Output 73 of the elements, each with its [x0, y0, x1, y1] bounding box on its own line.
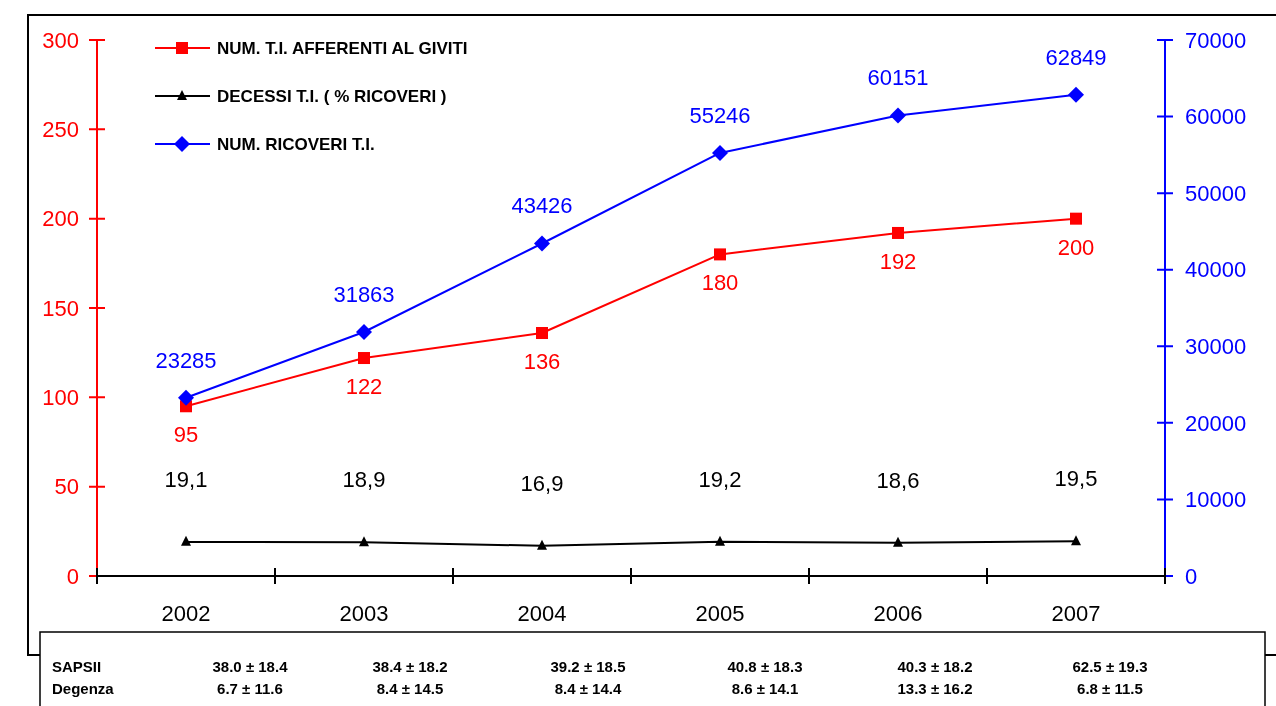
text: 8.4 ± 14.4 — [554, 680, 622, 697]
y2-tick-label: 0 — [1185, 563, 1198, 589]
text: 62.5 ± 19.3 — [1072, 658, 1148, 675]
data-label: 31863 — [333, 282, 395, 308]
text: 40.3 ± 18.2 — [897, 658, 973, 675]
data-label: 200 — [1057, 234, 1095, 260]
text: 38.4 ± 18.2 — [372, 658, 448, 675]
text: 38.0 ± 18.4 — [212, 658, 289, 675]
y-tick-label: 150 — [42, 295, 79, 321]
y-tick-label: 250 — [42, 117, 79, 143]
data-label: 62849 — [1045, 44, 1107, 70]
point — [356, 324, 372, 341]
point — [712, 144, 728, 161]
point — [892, 226, 904, 239]
y2-tick-label: 10000 — [1185, 487, 1247, 513]
data-label: 55246 — [689, 102, 751, 128]
point — [1071, 535, 1081, 546]
x-tick-label: 2007 — [1051, 601, 1101, 626]
data-label: 43426 — [511, 193, 573, 219]
text: Degenza — [52, 680, 115, 697]
text: 8.4 ± 14.5 — [376, 680, 444, 697]
y2-tick-label: 20000 — [1185, 410, 1247, 436]
point — [178, 389, 194, 406]
legend-label: NUM. RICOVERI T.I. — [217, 134, 375, 154]
data-label: 19,2 — [698, 466, 742, 492]
text: 39.2 ± 18.5 — [550, 658, 626, 675]
y-tick-label: 50 — [54, 474, 79, 500]
data-label: 60151 — [867, 65, 929, 91]
text: 13.3 ± 16.2 — [897, 680, 973, 697]
text: 40.8 ± 18.3 — [727, 658, 803, 675]
y-tick-label: 300 — [42, 27, 79, 53]
text: 6.8 ± 11.5 — [1077, 680, 1143, 697]
point — [890, 107, 906, 124]
data-label: 18,6 — [876, 467, 920, 493]
text: 8.6 ± 14.1 — [731, 680, 799, 697]
point — [537, 539, 547, 550]
point — [715, 535, 725, 546]
text: SAPSII — [52, 658, 102, 675]
data-label: 136 — [523, 349, 561, 375]
data-label: 180 — [701, 270, 739, 296]
point — [359, 536, 369, 547]
y2-tick-label: 70000 — [1185, 27, 1247, 53]
y-tick-label: 0 — [66, 563, 79, 589]
x-tick-label: 2005 — [695, 601, 745, 626]
x-tick-label: 2006 — [873, 601, 923, 626]
point — [181, 535, 191, 546]
point — [893, 536, 903, 547]
data-label: 16,9 — [520, 470, 564, 496]
legend-label: NUM. T.I. AFFERENTI AL GIVITI — [217, 38, 468, 58]
data-label: 19,1 — [164, 466, 208, 492]
point — [536, 327, 548, 340]
x-tick-label: 2002 — [161, 601, 211, 626]
point — [534, 235, 550, 252]
text: 6.7 ± 11.6 — [217, 680, 283, 697]
y-tick-label: 200 — [42, 206, 79, 232]
data-label: 23285 — [155, 347, 217, 373]
point — [358, 352, 370, 365]
point — [1070, 212, 1082, 225]
y2-tick-label: 30000 — [1185, 333, 1247, 359]
point — [1068, 86, 1084, 103]
data-label: 122 — [345, 374, 383, 400]
x-tick-label: 2003 — [339, 601, 389, 626]
y2-tick-label: 60000 — [1185, 104, 1247, 130]
data-label: 18,9 — [342, 467, 386, 493]
y-tick-label: 100 — [42, 385, 79, 411]
legend-label: DECESSI T.I. ( % RICOVERI ) — [217, 86, 447, 106]
y2-tick-label: 40000 — [1185, 257, 1247, 283]
data-label: 95 — [173, 422, 199, 448]
data-label: 192 — [879, 248, 917, 274]
point — [714, 248, 726, 261]
data-label: 19,5 — [1054, 466, 1098, 492]
y2-tick-label: 50000 — [1185, 180, 1247, 206]
x-tick-label: 2004 — [517, 601, 567, 626]
